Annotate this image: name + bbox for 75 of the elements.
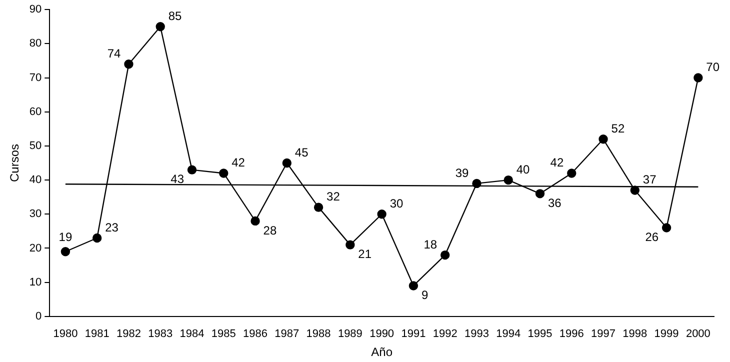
y-tick-label: 90 xyxy=(29,4,42,16)
point xyxy=(92,233,102,243)
y-tick-label: 30 xyxy=(29,208,42,220)
y-tick-label: 40 xyxy=(29,174,42,186)
data-label: 19 xyxy=(58,230,72,244)
data-label: 45 xyxy=(294,145,309,160)
data-label: 70 xyxy=(706,60,720,74)
point xyxy=(187,165,197,174)
point xyxy=(408,281,418,290)
x-tick-label: 1987 xyxy=(274,328,300,340)
data-label: 23 xyxy=(105,220,119,234)
point xyxy=(219,168,228,178)
data-label: 18 xyxy=(424,237,438,252)
x-tick-label: 1998 xyxy=(622,328,648,340)
x-tick-label: 1992 xyxy=(432,328,458,340)
y-axis-title: Cursos xyxy=(8,144,22,182)
data-label: 52 xyxy=(611,121,625,136)
point xyxy=(282,158,292,168)
data-label: 9 xyxy=(421,288,428,302)
data-label: 85 xyxy=(168,8,182,23)
point xyxy=(662,223,672,232)
data-label: 42 xyxy=(232,156,246,170)
x-tick-label: 1980 xyxy=(53,328,78,340)
y-tick-label: 80 xyxy=(29,38,42,50)
y-tick-label: 20 xyxy=(29,242,42,254)
data-label: 40 xyxy=(516,162,530,176)
x-tick-label: 1981 xyxy=(84,328,110,340)
point xyxy=(472,178,482,188)
point xyxy=(250,216,260,226)
point xyxy=(630,186,640,195)
x-axis-title: Año xyxy=(371,345,393,360)
point xyxy=(346,240,355,250)
x-tick-label: 1984 xyxy=(180,328,204,340)
data-label: 32 xyxy=(326,190,340,204)
x-tick-label: 1988 xyxy=(306,328,331,340)
point xyxy=(156,22,165,32)
point xyxy=(598,134,608,144)
x-tick-label: 1982 xyxy=(116,328,141,340)
point xyxy=(377,210,386,219)
x-tick-label: 1986 xyxy=(243,328,268,340)
point xyxy=(60,247,70,256)
data-label: 37 xyxy=(642,172,657,187)
data-label: 28 xyxy=(263,223,277,238)
y-tick-label: 70 xyxy=(29,72,42,84)
point xyxy=(535,189,545,198)
x-tick-label: 1999 xyxy=(654,328,679,340)
point xyxy=(567,168,576,178)
data-label: 36 xyxy=(548,196,562,210)
x-tick-label: 1989 xyxy=(338,328,362,340)
data-label: 42 xyxy=(550,156,564,170)
data-label: 74 xyxy=(107,46,122,60)
x-tick-label: 1997 xyxy=(591,328,616,340)
point xyxy=(124,60,134,69)
x-tick-label: 1991 xyxy=(401,328,426,340)
data-label: 43 xyxy=(170,172,184,186)
point xyxy=(440,250,450,260)
x-tick-label: 1995 xyxy=(528,328,552,340)
data-label: 39 xyxy=(455,166,470,180)
x-tick-label: 1994 xyxy=(496,328,521,340)
x-tick-label: 1993 xyxy=(464,328,489,340)
x-tick-label: 1996 xyxy=(559,328,584,340)
y-tick-label: 60 xyxy=(29,106,42,118)
data-label: 26 xyxy=(645,230,659,244)
data-label: 30 xyxy=(390,196,404,210)
y-tick-label: 0 xyxy=(36,310,42,322)
point xyxy=(694,73,703,82)
y-tick-label: 10 xyxy=(29,276,42,288)
x-tick-label: 1983 xyxy=(148,328,173,340)
point xyxy=(314,202,324,212)
data-label: 21 xyxy=(358,247,372,262)
x-tick-label: 1990 xyxy=(370,328,394,340)
x-tick-label: 1985 xyxy=(211,328,236,340)
x-tick-label: 2000 xyxy=(686,328,710,340)
y-tick-label: 50 xyxy=(29,140,42,152)
point xyxy=(504,175,513,185)
